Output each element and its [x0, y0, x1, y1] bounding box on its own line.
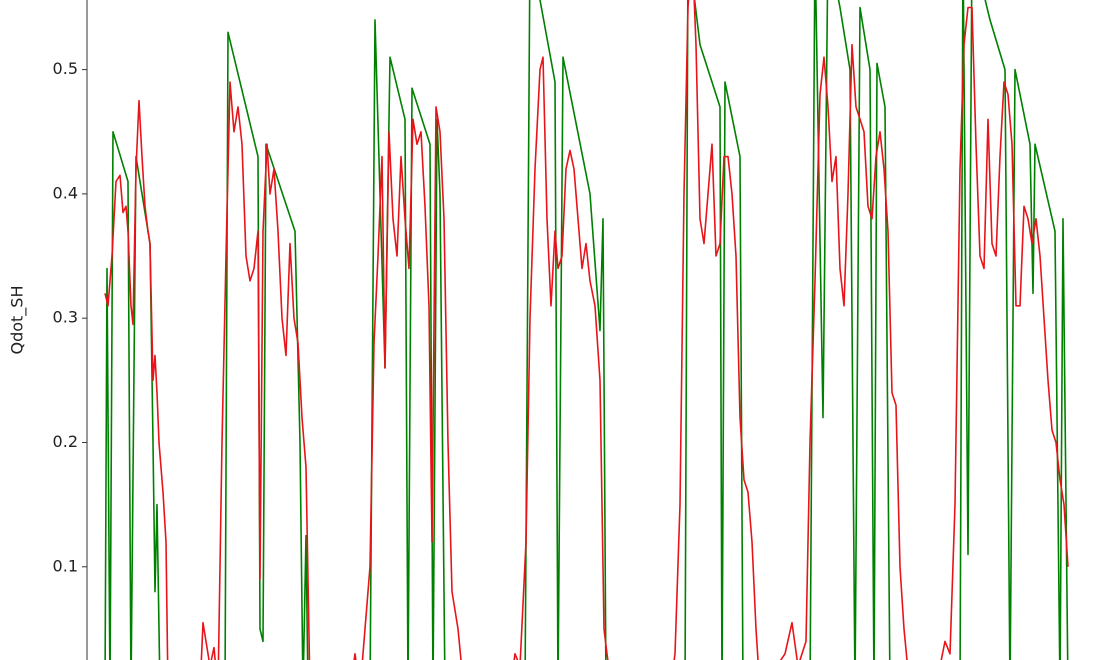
series-line — [104, 0, 1069, 660]
y-tick-label: 0.1 — [53, 556, 78, 575]
y-tick-label: 0.4 — [53, 183, 78, 202]
y-tick-label: 0.3 — [53, 308, 78, 327]
y-tick-label: 0.5 — [53, 59, 78, 78]
plot-area — [104, 0, 1069, 660]
y-tick-label: 0.2 — [53, 432, 78, 451]
y-axis-label: Qdot_SH — [8, 286, 28, 355]
series-line — [104, 0, 1069, 660]
